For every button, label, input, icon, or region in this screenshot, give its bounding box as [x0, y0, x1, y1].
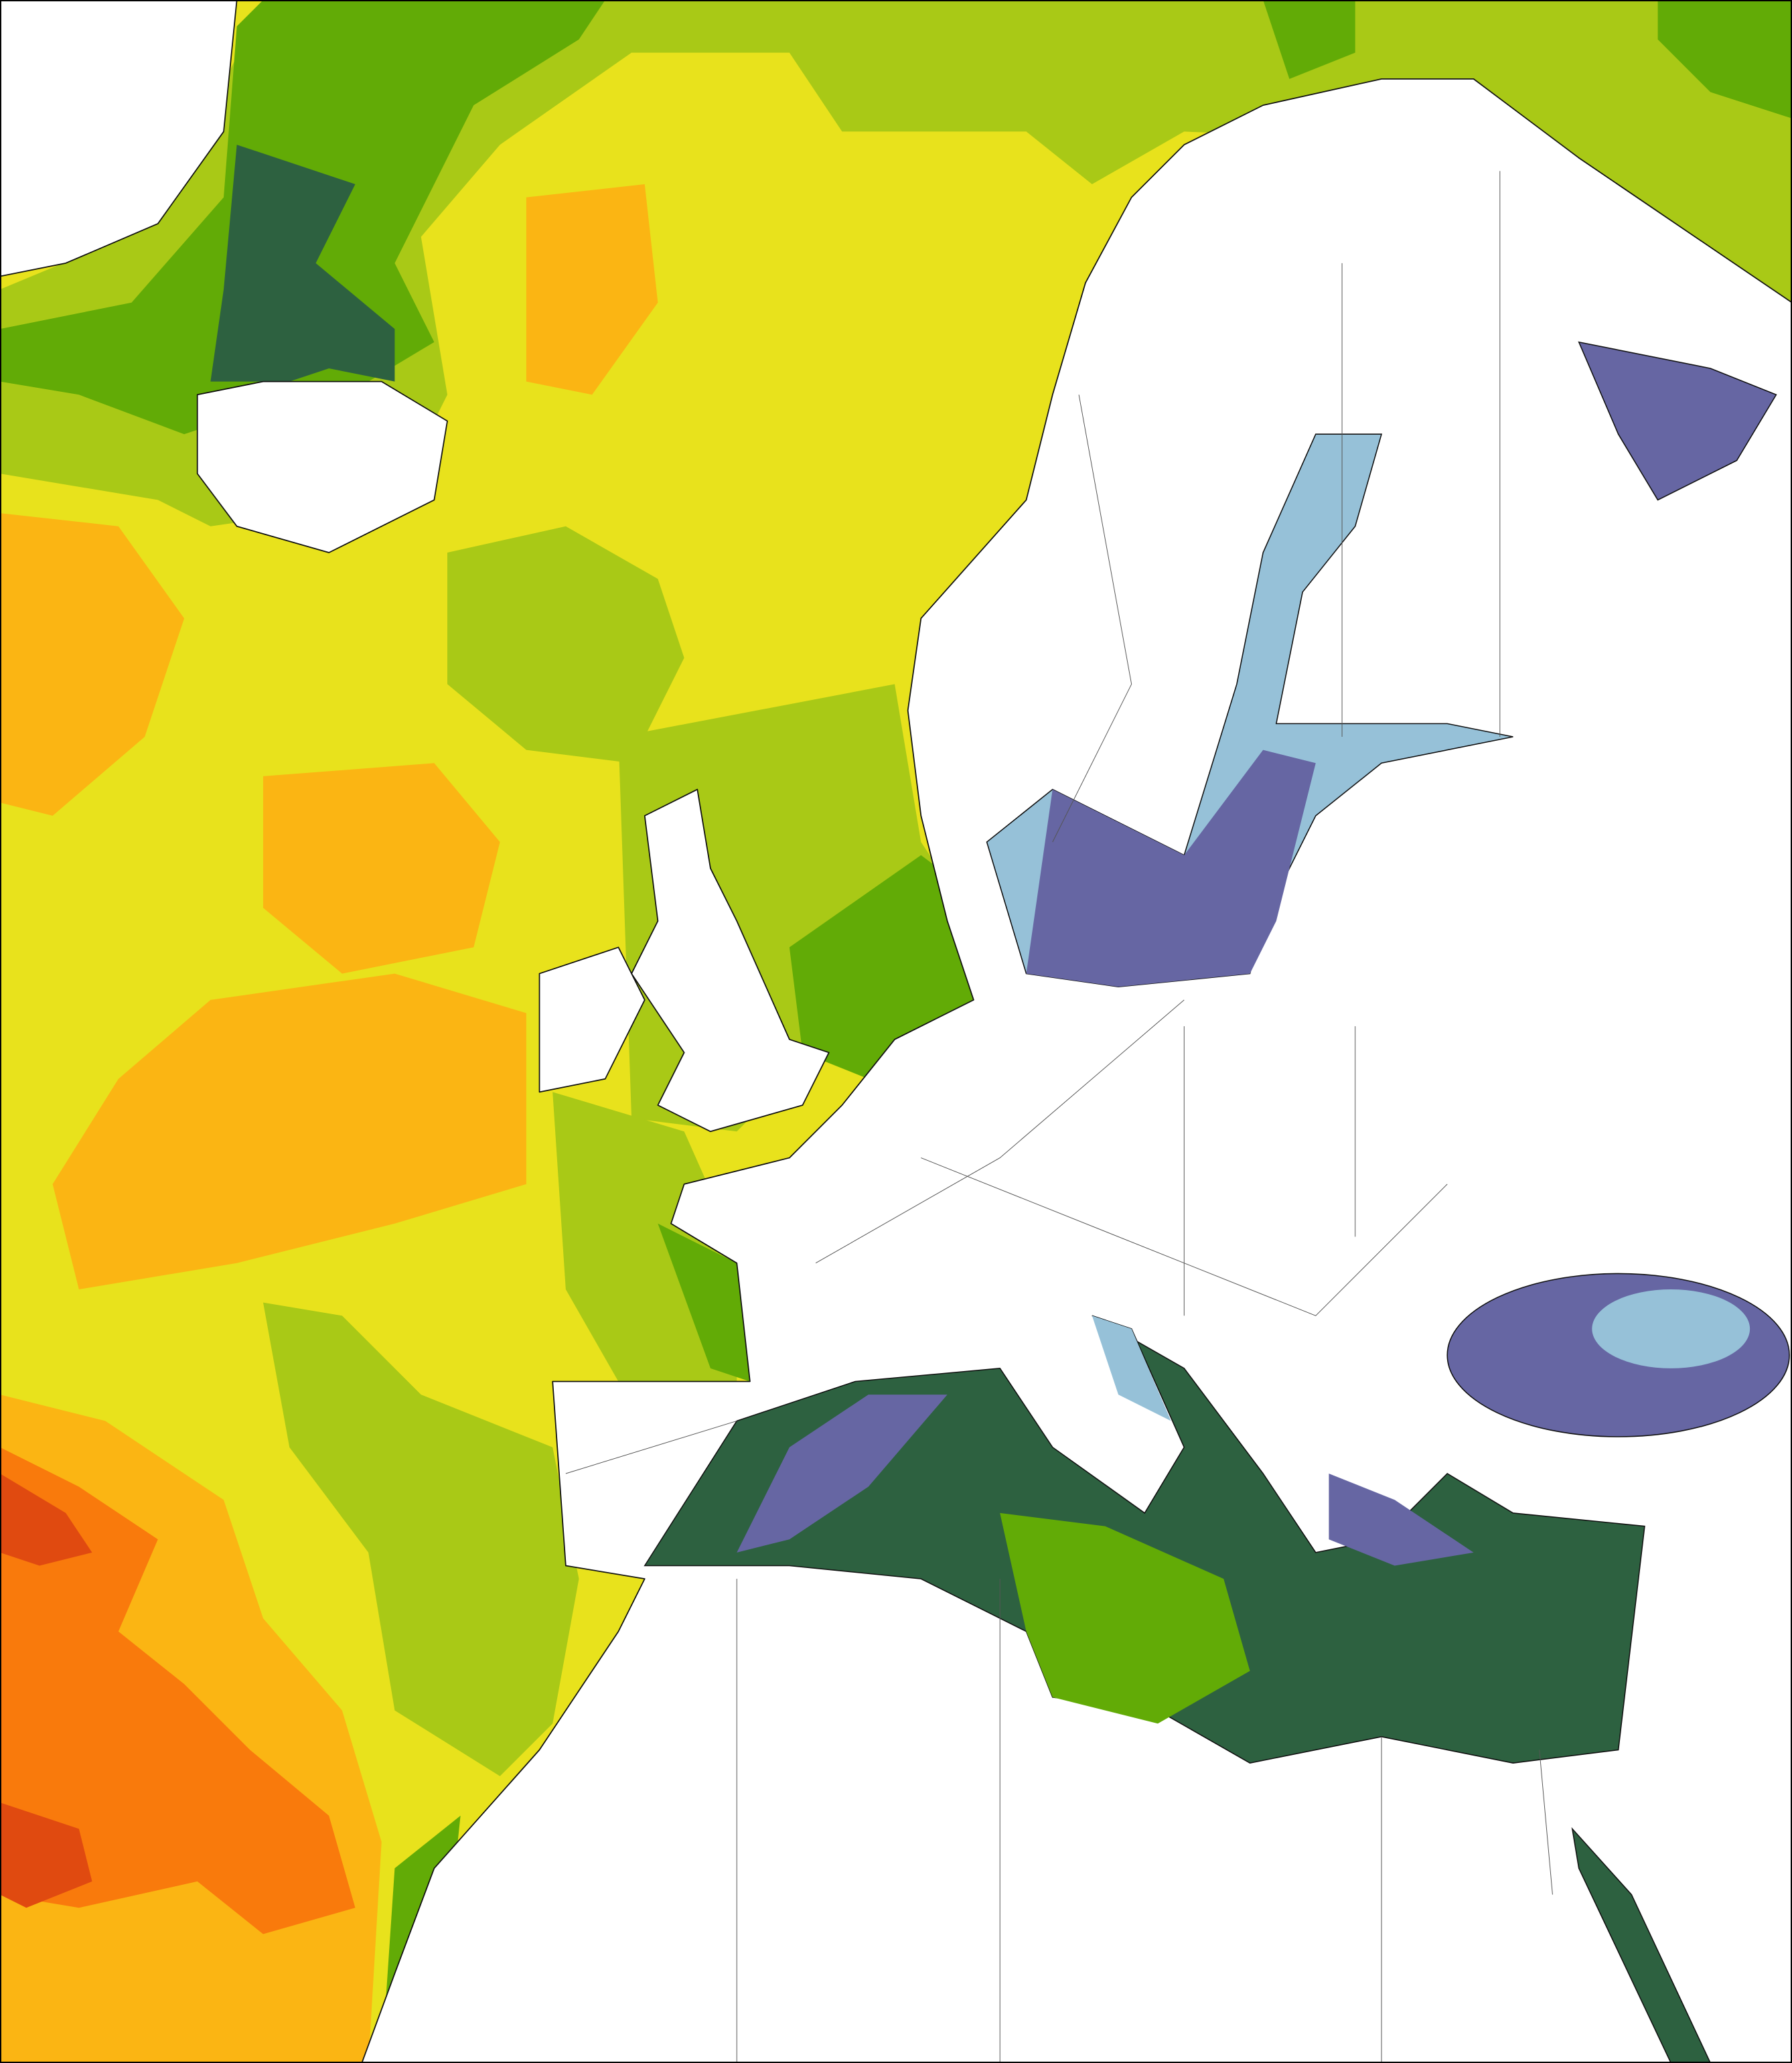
cold-zone: [1263, 0, 1355, 79]
cold-zone: [1657, 0, 1792, 119]
baltic-sea-south: [1026, 750, 1316, 987]
cool-zone: [263, 1302, 579, 1776]
mediterranean-patch: [1329, 1474, 1474, 1566]
hottest-zone: [0, 1474, 92, 1566]
land-ireland: [538, 946, 646, 1093]
cool-zone: [447, 526, 684, 764]
black-sea-patch: [1592, 1289, 1750, 1368]
warm-zone: [263, 763, 500, 974]
cold-zone: [658, 1223, 750, 1382]
adriatic-sea: [1092, 1315, 1171, 1421]
land-iceland: [196, 380, 448, 553]
white-sea: [1578, 341, 1777, 501]
red-sea: [1571, 1827, 1712, 2063]
coldest-zone: [210, 145, 395, 382]
warm-zone: [52, 973, 526, 1289]
mediterranean-patch: [1000, 1512, 1250, 1724]
mediterranean-patch: [737, 1395, 948, 1553]
warm-zone: [0, 513, 185, 816]
land-greenland: [0, 0, 238, 277]
warm-zone: [526, 184, 658, 395]
hottest-zone: [0, 1802, 92, 1908]
hot-zone: [0, 1447, 356, 1934]
country-borders: [565, 171, 1553, 2063]
